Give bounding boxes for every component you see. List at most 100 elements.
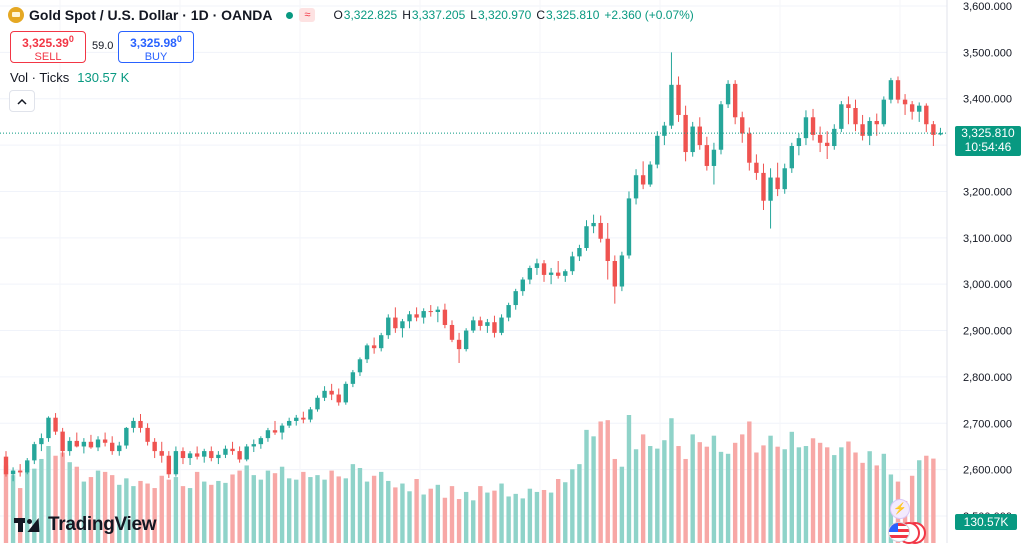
volume-bar: [456, 499, 462, 543]
candle-body: [428, 311, 433, 313]
volume-bar: [386, 480, 391, 543]
y-tick-label: 3,200.000: [963, 186, 1012, 198]
ohlc-high: H3,337.205: [402, 8, 466, 22]
volume-bar: [874, 465, 879, 543]
candle-body: [690, 126, 695, 153]
candle-body: [874, 120, 879, 125]
us-flag-icon[interactable]: [888, 522, 910, 542]
lightning-icon[interactable]: ⚡: [890, 499, 910, 519]
candle-body: [435, 309, 441, 312]
candle-body: [577, 248, 582, 257]
candle-body: [109, 442, 115, 452]
approx-data-icon[interactable]: ≈: [299, 8, 316, 22]
volume-bar: [145, 483, 150, 543]
volume-bar: [704, 446, 710, 543]
volume-bar: [371, 475, 377, 543]
symbol-title[interactable]: Gold Spot / U.S. Dollar · 1D · OANDA: [29, 7, 273, 23]
candle-body: [924, 105, 929, 125]
volume-bar: [605, 420, 610, 543]
candle-body: [258, 438, 264, 445]
volume-bar: [867, 451, 872, 543]
candle-body: [669, 84, 674, 126]
candle-body: [286, 420, 292, 426]
sell-button[interactable]: 3,325.390 SELL: [10, 31, 86, 63]
volume-bar: [633, 449, 639, 543]
volume-bar: [754, 452, 759, 543]
candle-body: [46, 417, 51, 439]
candle-body: [570, 256, 575, 272]
candle-body: [782, 168, 787, 190]
volume-bar: [697, 442, 702, 543]
volume-bar: [53, 455, 58, 543]
volume-legend[interactable]: Vol · Ticks 130.57 K: [10, 70, 129, 85]
chevron-up-icon[interactable]: [9, 90, 35, 112]
market-open-icon: [286, 11, 294, 19]
candle-body: [478, 320, 483, 326]
volume-legend-value: 130.57 K: [77, 70, 130, 85]
candle-body: [534, 263, 540, 268]
candle-body: [775, 177, 780, 190]
volume-bar: [782, 449, 787, 543]
volume-bar: [648, 446, 653, 543]
tradingview-logo-icon: [14, 516, 45, 534]
candle-body: [938, 133, 943, 135]
candle-body: [386, 317, 391, 336]
volume-bar: [315, 475, 320, 543]
candle-body: [697, 126, 702, 146]
volume-bar: [640, 434, 646, 543]
buy-label: BUY: [144, 51, 168, 63]
volume-bar: [541, 489, 547, 543]
volume-bar: [428, 488, 433, 543]
candle-body: [223, 448, 228, 455]
candle-body: [60, 431, 65, 452]
volume-bar: [612, 458, 618, 543]
volume-bar: [555, 479, 561, 543]
candle-body: [449, 324, 455, 340]
volume-bar: [619, 466, 625, 543]
buy-button[interactable]: 3,325.980 BUY: [118, 31, 194, 63]
candle-body: [138, 420, 143, 428]
candle-body: [817, 134, 823, 143]
candle-body: [527, 267, 533, 280]
volume-bar: [74, 466, 79, 543]
candle-body: [768, 177, 773, 201]
candle-body: [824, 142, 830, 147]
candle-body: [860, 124, 865, 136]
candle-body: [124, 427, 129, 446]
candle-body: [676, 84, 681, 115]
candle-body: [117, 445, 122, 452]
volume-bar: [343, 478, 348, 543]
volume-bar: [669, 418, 674, 543]
candle-body: [414, 314, 419, 318]
volume-bar: [117, 484, 122, 543]
candle-body: [796, 138, 802, 147]
candle-body: [931, 124, 936, 135]
candle-body: [718, 104, 724, 150]
volume-bar: [471, 500, 476, 543]
volume-bar: [46, 446, 51, 543]
candle-body: [492, 322, 497, 333]
candle-body: [25, 460, 30, 473]
volume-bar: [159, 475, 164, 543]
volume-bar: [817, 442, 823, 543]
candle-body: [648, 164, 653, 185]
volume-bar: [17, 488, 23, 543]
candle-body: [888, 80, 894, 100]
volume-bar: [931, 458, 936, 543]
candle-body: [598, 222, 603, 239]
candle-body: [272, 430, 278, 433]
volume-bar: [527, 488, 533, 543]
candle-body: [704, 145, 710, 166]
tradingview-logo[interactable]: TradingView: [14, 514, 157, 536]
candle-body: [159, 451, 164, 456]
candle-body: [329, 390, 334, 395]
candle-body: [173, 451, 179, 475]
volume-bar: [832, 455, 837, 543]
candle-body: [867, 120, 872, 136]
candle-body: [513, 291, 518, 306]
volume-bar: [237, 470, 242, 543]
candle-body: [917, 105, 922, 112]
volume-bar: [138, 480, 143, 543]
